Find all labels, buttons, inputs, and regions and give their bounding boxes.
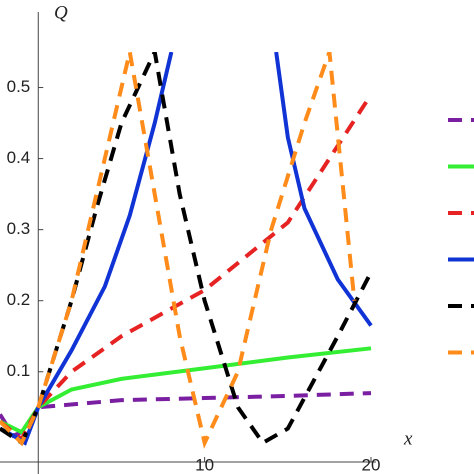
y-tick-label: 0.3 [7, 219, 31, 238]
series-line [0, 52, 357, 449]
x-tick-label: 10 [195, 455, 214, 474]
y-tick-label: 0.5 [7, 77, 31, 96]
y-tick-label: 0.1 [7, 361, 31, 380]
series-line [0, 52, 373, 446]
y-tick-label: 0.2 [7, 290, 31, 309]
series-line [0, 93, 373, 443]
series-line [0, 346, 372, 435]
x-axis-label: x [403, 428, 413, 449]
series-line [0, 52, 373, 446]
x-tick-label: 20 [362, 455, 381, 474]
series-line [0, 391, 372, 439]
y-tick-label: 0.4 [7, 148, 31, 167]
y-axis-label: Q [54, 2, 68, 23]
